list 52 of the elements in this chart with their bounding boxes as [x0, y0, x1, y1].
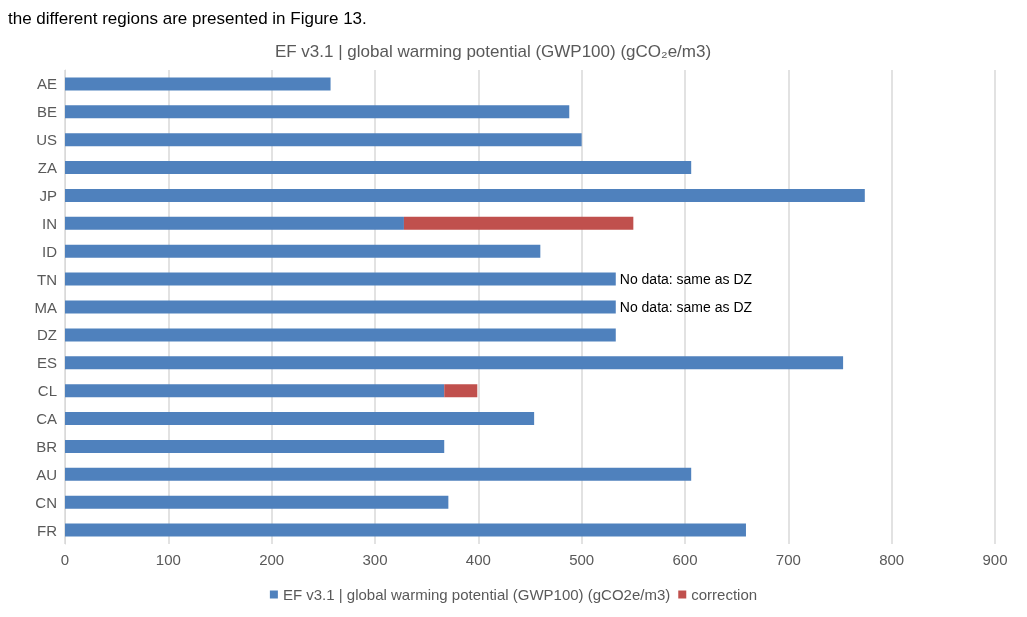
bar: [65, 495, 449, 509]
y-tick-label: BE: [36, 103, 57, 121]
y-tick-label: CA: [36, 410, 57, 428]
bar: [403, 216, 634, 230]
y-tick-label: CL: [37, 382, 57, 400]
y-tick-label: US: [36, 131, 57, 149]
bar: [65, 412, 535, 426]
bar: [65, 300, 616, 314]
bar: [65, 272, 616, 286]
x-tick-label: 500: [569, 551, 595, 568]
bar: [65, 244, 541, 258]
y-tick-label: JP: [39, 186, 57, 204]
x-tick-label: 900: [982, 551, 1008, 568]
bar: [444, 384, 478, 398]
y-tick-label: ZA: [37, 159, 57, 177]
text: the different regions are presented in Figure 13.: [8, 9, 367, 28]
bar: [65, 356, 844, 370]
y-tick-label: DZ: [37, 326, 57, 344]
x-tick-label: 200: [259, 551, 285, 568]
x-tick-label: 800: [879, 551, 905, 568]
y-tick-label: AE: [36, 75, 57, 93]
x-tick-label: 0: [60, 551, 70, 568]
bar: [65, 161, 692, 175]
y-tick-label: CN: [35, 493, 57, 511]
x-tick-label: 700: [775, 551, 801, 568]
x-tick-label: 600: [672, 551, 698, 568]
x-tick-label: 400: [465, 551, 491, 568]
bar: [65, 77, 331, 91]
annotation: No data: same as DZ: [619, 299, 753, 315]
x-tick-label: 300: [362, 551, 388, 568]
x-tick-label: 100: [155, 551, 181, 568]
bar: [65, 133, 582, 147]
bar: [65, 105, 570, 119]
bar: [65, 328, 616, 342]
chart-title: EF v3.1 | global warming potential (GWP100) (gCO₂e/m3): [274, 42, 712, 61]
y-tick-label: BR: [36, 437, 58, 455]
annotation: No data: same as DZ: [619, 271, 753, 288]
bar: [65, 216, 404, 230]
bar: [65, 439, 445, 453]
bar: [65, 384, 445, 398]
y-tick-label: IN: [42, 214, 57, 232]
y-tick-label: ID: [42, 242, 58, 260]
y-tick-label: FR: [37, 521, 58, 539]
bar: [65, 523, 746, 537]
bar: [65, 188, 865, 202]
y-tick-label: MA: [34, 298, 57, 316]
y-tick-label: ES: [36, 354, 57, 372]
y-tick-label: TN: [37, 270, 57, 288]
legend-label: correction: [691, 586, 758, 603]
y-tick-label: AU: [36, 465, 57, 483]
legend-label: EF v3.1 | global warming potential (GWP100) (gCO2e/m3): [282, 586, 671, 603]
bar: [65, 467, 692, 481]
